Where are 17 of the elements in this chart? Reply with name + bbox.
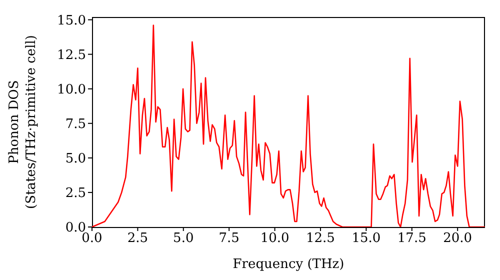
- y-tick-label: 2.5: [65, 186, 86, 202]
- x-axis-title: Frequency (THz): [232, 257, 344, 272]
- x-tick-label: 5.0: [173, 231, 194, 246]
- x-tick-label: 7.5: [218, 231, 240, 246]
- x-tick-label: 17.5: [397, 231, 426, 246]
- y-tick-label: 7.5: [65, 116, 86, 132]
- x-tick-label: 2.5: [127, 231, 148, 246]
- x-tick-label: 15.0: [352, 231, 381, 246]
- y-tick-label: 15.0: [57, 13, 86, 28]
- y-tick-label: 5.0: [65, 152, 86, 167]
- x-tick-label: 12.5: [306, 231, 335, 246]
- y-axis-title: Phonon DOS (States/THz·primitive cell): [7, 34, 39, 210]
- y-tick-label: 10.0: [57, 82, 86, 98]
- y-tick-label: 12.5: [57, 48, 86, 63]
- x-tick-label: 20.0: [443, 231, 472, 246]
- x-tick-label: 10.0: [260, 231, 290, 246]
- x-tick-label: 0.0: [82, 231, 102, 246]
